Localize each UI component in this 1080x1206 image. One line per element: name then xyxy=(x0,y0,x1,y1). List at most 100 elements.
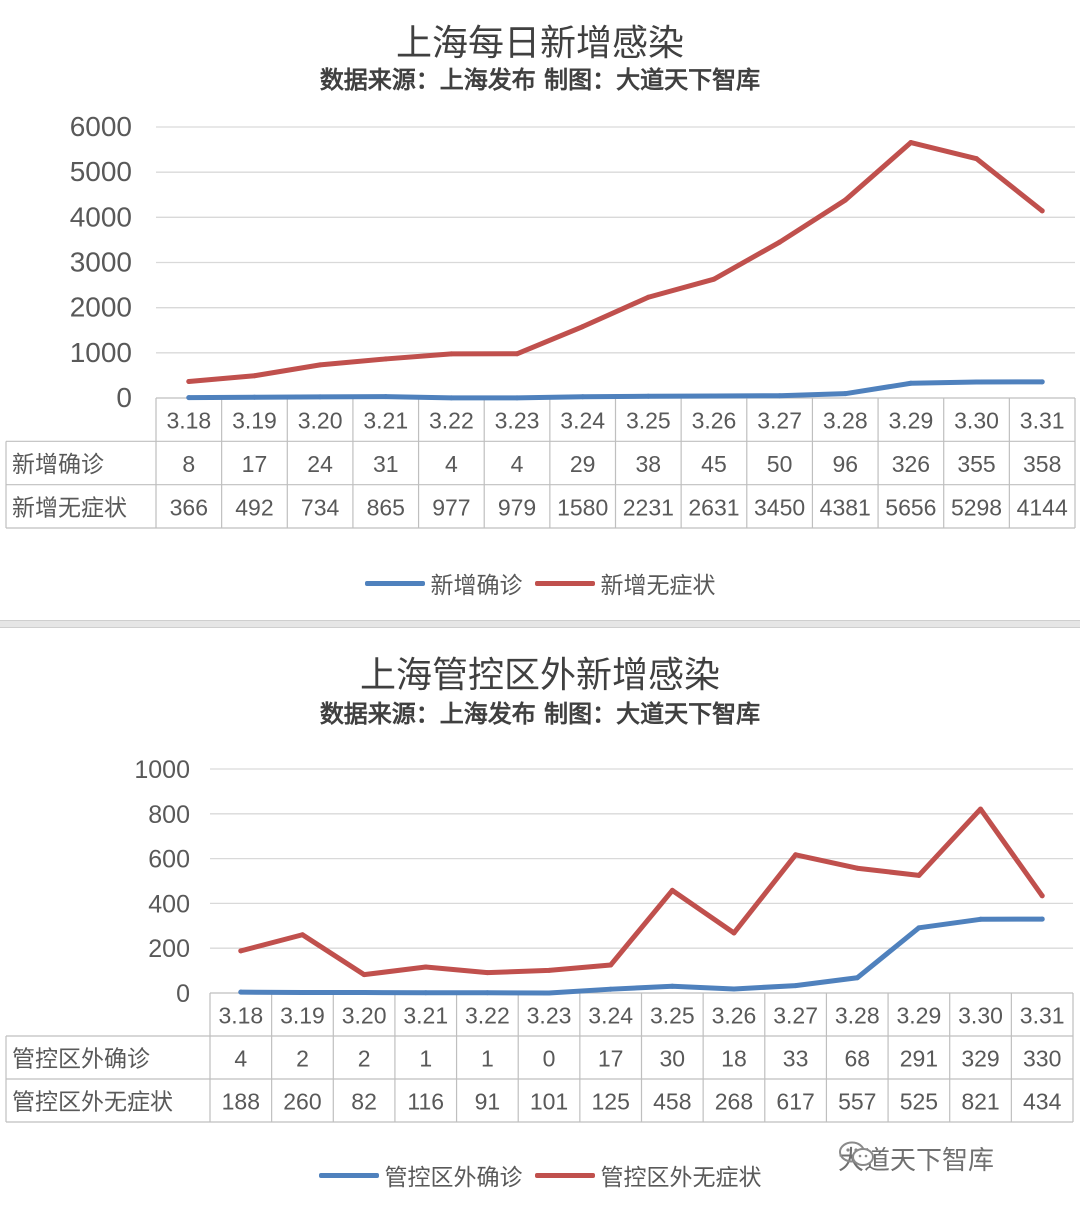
table-cell-value: 5656 xyxy=(885,494,936,520)
table-cell-value: 38 xyxy=(636,451,662,477)
watermark: 大道天下智库 xyxy=(838,1140,994,1177)
data-point xyxy=(916,925,922,931)
table-cell-value: 458 xyxy=(653,1089,691,1115)
data-point xyxy=(793,983,799,989)
x-category-label: 3.18 xyxy=(166,408,211,434)
table-cell-value: 326 xyxy=(892,451,930,477)
table-cell-value: 4 xyxy=(511,451,524,477)
x-category-label: 3.31 xyxy=(1020,1003,1065,1029)
x-category-label: 3.23 xyxy=(527,1003,572,1029)
x-category-label: 3.24 xyxy=(560,408,605,434)
table-cell-value: 977 xyxy=(432,494,470,520)
data-point xyxy=(580,324,586,330)
data-point xyxy=(383,356,389,362)
wechat-icon xyxy=(839,1141,874,1166)
legend-swatch xyxy=(534,580,595,586)
data-point xyxy=(514,395,520,401)
x-category-label: 3.29 xyxy=(897,1003,942,1029)
table-cell-value: 1 xyxy=(419,1046,432,1072)
data-point xyxy=(974,156,980,162)
table-cell-value: 979 xyxy=(498,494,536,520)
x-category-label: 3.24 xyxy=(588,1003,633,1029)
table-cell-value: 865 xyxy=(367,494,405,520)
table-cell-value: 4144 xyxy=(1017,494,1068,520)
x-category-label: 3.19 xyxy=(232,408,277,434)
data-point xyxy=(645,294,651,300)
data-point xyxy=(777,239,783,245)
data-point xyxy=(608,986,614,992)
y-tick-label: 4000 xyxy=(70,201,132,232)
data-point xyxy=(186,395,192,401)
table-cell-value: 96 xyxy=(832,451,858,477)
y-tick-label: 1000 xyxy=(134,756,190,784)
x-category-label: 3.25 xyxy=(626,408,671,434)
table-cell-value: 358 xyxy=(1023,451,1061,477)
table-cell-value: 45 xyxy=(701,451,727,477)
table-cell-value: 366 xyxy=(170,494,208,520)
legend-swatch xyxy=(318,1172,379,1178)
data-point xyxy=(842,391,848,397)
x-category-label: 3.29 xyxy=(889,408,934,434)
x-category-label: 3.30 xyxy=(954,408,999,434)
table-cell-value: 188 xyxy=(222,1089,260,1115)
y-tick-label: 3000 xyxy=(70,247,132,278)
data-point xyxy=(777,393,783,399)
y-tick-label: 600 xyxy=(148,846,190,874)
panel-divider xyxy=(0,620,1080,628)
y-tick-label: 0 xyxy=(176,980,190,1008)
data-point xyxy=(842,197,848,203)
x-category-label: 3.28 xyxy=(823,408,868,434)
x-category-label: 3.18 xyxy=(218,1003,263,1029)
data-point xyxy=(484,970,490,976)
data-point xyxy=(854,975,860,981)
x-category-label: 3.28 xyxy=(835,1003,880,1029)
data-point xyxy=(1039,893,1045,899)
table-cell-value: 329 xyxy=(961,1046,999,1072)
data-point xyxy=(731,930,737,936)
table-cell-value: 268 xyxy=(715,1089,753,1115)
data-point xyxy=(514,351,520,357)
x-category-label: 3.25 xyxy=(650,1003,695,1029)
y-tick-label: 6000 xyxy=(70,111,132,142)
data-point xyxy=(916,872,922,878)
x-category-label: 3.26 xyxy=(712,1003,757,1029)
table-cell-value: 557 xyxy=(838,1089,876,1115)
legend-item: 新增确诊 xyxy=(364,566,523,600)
y-tick-label: 800 xyxy=(148,801,190,829)
y-tick-label: 400 xyxy=(148,890,190,918)
data-point xyxy=(251,394,257,400)
legend-swatch xyxy=(534,1172,595,1178)
y-tick-label: 1000 xyxy=(70,337,132,368)
x-category-label: 3.21 xyxy=(363,408,408,434)
data-point xyxy=(978,916,984,922)
chart-legend: 新增确诊 新增无症状 xyxy=(0,566,1080,600)
table-cell-value: 260 xyxy=(283,1089,321,1115)
table-cell-value: 617 xyxy=(776,1089,814,1115)
data-point xyxy=(299,932,305,938)
table-cell-value: 1 xyxy=(481,1046,494,1072)
data-point xyxy=(484,990,490,996)
table-cell-value: 17 xyxy=(242,451,268,477)
data-point xyxy=(908,140,914,146)
data-point xyxy=(448,351,454,357)
table-cell-value: 82 xyxy=(351,1089,377,1115)
table-cell-value: 24 xyxy=(307,451,333,477)
x-category-label: 3.30 xyxy=(958,1003,1003,1029)
data-point xyxy=(317,394,323,400)
chart-subtitle: 数据来源：上海发布 制图：大道天下智库 xyxy=(319,65,761,94)
table-cell-value: 4381 xyxy=(820,494,871,520)
x-category-label: 3.22 xyxy=(465,1003,510,1029)
data-point xyxy=(669,887,675,893)
data-point xyxy=(908,380,914,386)
data-point xyxy=(978,806,984,812)
data-point xyxy=(1039,916,1045,922)
y-tick-label: 200 xyxy=(148,935,190,963)
table-cell-value: 116 xyxy=(407,1089,444,1115)
legend-label: 新增确诊 xyxy=(430,573,523,599)
table-cell-value: 2 xyxy=(358,1046,371,1072)
chart-legend: 管控区外确诊 管控区外无症状 xyxy=(0,1158,1080,1192)
y-tick-label: 5000 xyxy=(70,156,132,187)
data-point xyxy=(793,852,799,858)
legend-label: 新增无症状 xyxy=(600,573,716,599)
line-chart-outside-control: 0 200 400 600 800 1000 3.18 3.19 3.20 3.21 3.22 3.2… xyxy=(5,756,1074,1123)
